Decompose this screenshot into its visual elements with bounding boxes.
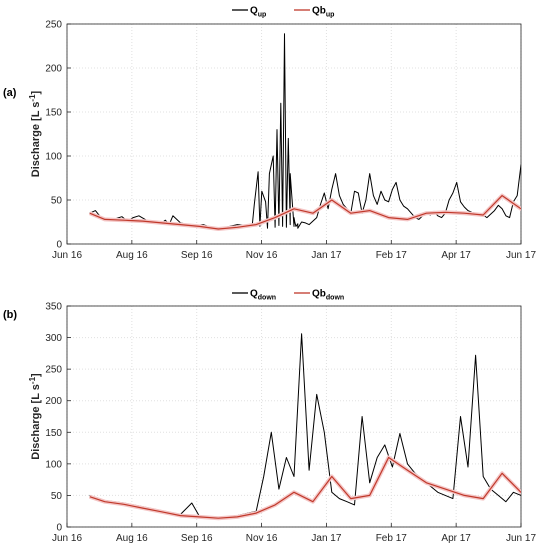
x-tick-label: Apr 17 <box>441 250 471 261</box>
panel-label: (b) <box>3 309 17 321</box>
y-tick-label: 150 <box>45 428 62 439</box>
x-tick-label: Apr 17 <box>441 533 471 544</box>
y-tick-label: 0 <box>56 523 62 534</box>
y-tick-label: 100 <box>45 152 62 163</box>
x-tick-label: Aug 16 <box>116 250 148 261</box>
legend-entry: Qbup <box>312 6 334 19</box>
legend-entry: Qbdown <box>312 289 344 302</box>
y-tick-label: 50 <box>51 196 63 207</box>
y-tick-label: 250 <box>45 20 62 31</box>
legend-entry: Qdown <box>250 289 276 302</box>
y-tick-label: 300 <box>45 333 62 344</box>
x-tick-label: Aug 16 <box>116 533 148 544</box>
x-tick-label: Sep 16 <box>181 250 213 261</box>
legend: Qup Qbup <box>232 6 334 19</box>
x-tick-label: Nov 16 <box>246 250 278 261</box>
panel-label: (a) <box>3 87 17 99</box>
y-tick-label: 50 <box>51 491 63 502</box>
legend-entry: Qup <box>250 6 266 19</box>
y-tick-label: 250 <box>45 365 62 376</box>
x-tick-label: Jun 16 <box>52 533 82 544</box>
x-tick-label: Jan 17 <box>311 250 341 261</box>
x-tick-label: Jun 17 <box>506 533 536 544</box>
x-tick-label: Jun 16 <box>52 250 82 261</box>
series-group <box>88 33 521 231</box>
y-tick-label: 150 <box>45 108 62 119</box>
series-line-qb <box>89 195 521 230</box>
panel-b: 0 50 100 150 200 250 300 350 Jun 16 Aug 16 Sep 16 N… <box>3 289 536 545</box>
axes-box <box>66 305 522 528</box>
y-axis-label: Discharge [L s-1] <box>28 373 42 460</box>
x-tick-label: Feb 17 <box>376 533 408 544</box>
x-tick-label: Jan 17 <box>311 533 341 544</box>
x-tick-label: Sep 16 <box>181 533 213 544</box>
y-tick-label: 0 <box>56 240 62 251</box>
y-tick-label: 350 <box>45 302 62 313</box>
y-tick-label: 100 <box>45 459 62 470</box>
series-line-qb <box>89 456 521 519</box>
x-tick-label: Nov 16 <box>246 533 278 544</box>
y-tick-label: 200 <box>45 396 62 407</box>
legend: Qdown Qbdown <box>232 289 344 302</box>
y-tick-label: 200 <box>45 64 62 75</box>
x-tick-label: Jun 17 <box>506 250 536 261</box>
y-axis-label: Discharge [L s-1] <box>28 90 42 177</box>
x-tick-label: Feb 17 <box>376 250 408 261</box>
axes-box <box>66 23 522 245</box>
series-group <box>89 333 521 521</box>
panel-a: 0 50 100 150 200 250 Jun 16 Aug 16 Sep 16 Nov 16 J… <box>3 6 536 262</box>
